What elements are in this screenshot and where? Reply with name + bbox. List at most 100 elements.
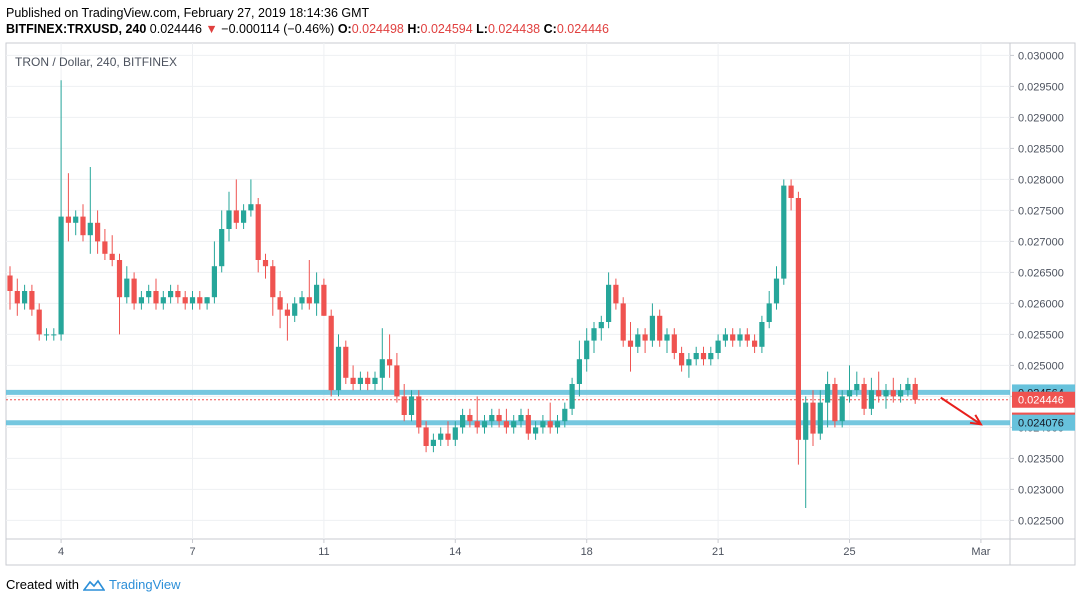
candle-down [467, 415, 473, 422]
tradingview-brand[interactable]: TradingView [108, 577, 181, 592]
candle-up [598, 322, 604, 329]
candle-down [671, 334, 677, 353]
candle-down [423, 427, 429, 446]
candle-up [189, 297, 196, 304]
plot-border [5, 42, 1076, 566]
candle-up [292, 303, 298, 316]
candle-down [270, 266, 276, 298]
time-tick-label: 25 [843, 546, 855, 558]
candle-down [255, 204, 261, 260]
published-info: Published on TradingView.com, February 2… [6, 6, 370, 20]
candle-down [65, 216, 71, 223]
candle-up [846, 390, 853, 397]
low-label: L: [476, 22, 488, 36]
candle-down [109, 253, 115, 260]
time-tick-label: 14 [449, 546, 461, 558]
candle-up [898, 390, 904, 397]
price-label-bg [1012, 391, 1075, 408]
time-tick-label: 4 [58, 546, 64, 558]
candle-down [153, 291, 159, 304]
time-tick-label: 11 [318, 546, 329, 558]
time-tick-label: 18 [581, 546, 593, 558]
candle-up [226, 210, 232, 229]
price-label: 0.024446 [1018, 395, 1064, 407]
price-tick-label: 0.022500 [1018, 515, 1064, 527]
candle-down [890, 390, 896, 397]
time-tick-label: Mar [971, 546, 990, 558]
candle-up [576, 359, 582, 384]
candle-up [759, 322, 765, 347]
candle-up [51, 334, 57, 336]
down-triangle-icon: ▼ [205, 22, 218, 36]
candle-up [160, 297, 166, 304]
candle-down [700, 353, 707, 360]
candle-up [138, 297, 144, 304]
candle-up [299, 297, 305, 304]
candle-down [416, 396, 422, 428]
candle-up [511, 421, 517, 428]
candle-down [95, 222, 101, 242]
candle-down [14, 291, 20, 304]
candle-down [36, 309, 42, 335]
candle-down [277, 297, 283, 310]
candle-up [438, 433, 444, 440]
price-tick-label: 0.029000 [1018, 112, 1064, 124]
high-value: 0.024594 [420, 22, 473, 36]
candle-down [321, 284, 327, 316]
price-tick-label: 0.027000 [1018, 236, 1064, 248]
price-tick-label: 0.026500 [1018, 267, 1064, 279]
candle-down [29, 291, 35, 310]
candle-up [22, 291, 28, 304]
candle-up [518, 415, 524, 422]
candle-up [248, 204, 254, 211]
candle-up [460, 415, 466, 428]
candle-up [314, 284, 320, 304]
candle-up [372, 377, 378, 384]
candle-down [328, 315, 334, 391]
candle-up [883, 390, 889, 397]
candle-up [408, 396, 415, 415]
price-tick-label: 0.027500 [1018, 205, 1064, 217]
candle-up [817, 402, 823, 434]
candle-up [452, 427, 458, 440]
open-value: 0.024498 [351, 22, 404, 36]
candle-down [861, 384, 867, 409]
candle-down [613, 284, 619, 304]
candle-down [912, 384, 918, 400]
tradingview-logo-icon [82, 579, 105, 591]
candle-down [7, 275, 13, 291]
candle-down [657, 315, 663, 341]
candle-up [584, 340, 590, 360]
candle-down [876, 390, 882, 397]
price-tick-label: 0.025000 [1018, 360, 1064, 372]
candle-down [306, 297, 312, 304]
candle-up [839, 396, 845, 422]
price-tick-label: 0.028500 [1018, 143, 1064, 155]
time-tick-label: 7 [189, 546, 195, 558]
candle-down [752, 340, 758, 347]
candle-up [87, 222, 93, 236]
candle-down [116, 260, 123, 298]
candle-down [679, 353, 685, 366]
candle-down [401, 396, 407, 415]
candle-down [175, 291, 181, 298]
candle-down [788, 185, 794, 198]
candle-up [58, 216, 64, 335]
candle-up [905, 384, 911, 391]
arrow-line [940, 396, 982, 426]
candle-up [635, 334, 641, 347]
candle-down [131, 278, 137, 304]
high-label: H: [407, 22, 421, 36]
candle-down [284, 309, 290, 316]
candle-down [233, 210, 239, 223]
candle-down [744, 334, 750, 341]
candle-up [379, 359, 385, 378]
candle-up [722, 334, 728, 341]
candle-down [365, 377, 371, 384]
candle-down [474, 421, 480, 428]
candle-down [642, 334, 648, 341]
candle-up [766, 303, 772, 322]
candle-up [540, 421, 546, 428]
price-chart[interactable]: 0.0225000.0230000.0235000.0240000.024500… [0, 0, 1080, 575]
candle-down [810, 402, 816, 434]
